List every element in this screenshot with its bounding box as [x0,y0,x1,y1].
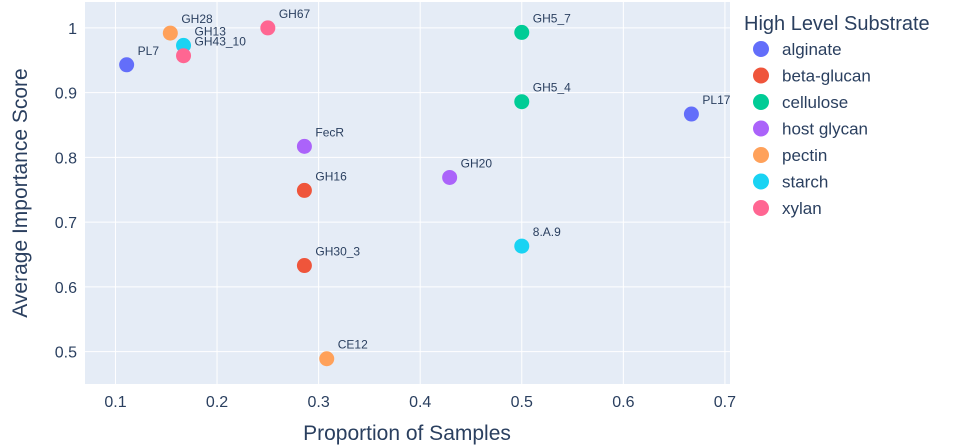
data-point [296,258,312,274]
point-label: GH20 [461,156,493,170]
y-tick-label: 0.7 [55,215,77,232]
legend-marker [753,120,769,137]
legend-marker [753,94,769,110]
point-label: GH5_4 [533,81,571,95]
legend-item-label: alginate [782,40,842,59]
x-tick-label: 0.5 [511,394,533,411]
point-label: 8.A.9 [533,225,561,239]
y-tick-label: 0.5 [55,345,77,362]
y-tick-label: 0.6 [55,280,77,297]
legend-item-label: beta-glucan [782,67,871,86]
data-point [176,48,192,64]
y-tick-label: 0.8 [55,150,77,167]
legend: High Level Substrate alginate beta-glucan… [744,13,930,218]
point-label: GH13 [195,24,227,38]
x-axis-title: Proportion of Samples [303,422,511,445]
x-tick-label: 0.7 [714,394,736,411]
data-point [514,238,530,254]
x-tick-label: 0.4 [409,394,431,411]
point-label: GH16 [315,169,347,183]
legend-marker [753,173,769,190]
point-label: PL7 [138,44,160,58]
legend-title: High Level Substrate [744,13,930,35]
x-tick-label: 0.6 [612,394,634,411]
legend-item-label: pectin [782,146,827,165]
point-labels: PL7 PL17 GH16 GH30_3 GH5_7 GH5_4 FecR GH20 GH28 C… [138,7,731,352]
y-axis-title: Average Importance Score [9,68,32,317]
point-label: GH43_10 [195,35,247,49]
x-tick-label: 0.2 [206,394,228,411]
data-point [514,94,530,110]
data-point [319,351,335,367]
point-label: PL17 [702,93,730,107]
data-point [296,138,312,154]
legend-marker [753,200,769,216]
legend-item-label: starch [782,173,828,192]
point-label: FecR [315,125,344,139]
legend-item-label: xylan [782,199,822,218]
x-tick-label: 0.3 [307,394,329,411]
legend-marker [753,67,769,84]
legend-item-label: cellulose [782,93,848,112]
tick-labels: 0.1 0.2 0.3 0.4 0.5 0.6 0.7 0.5 0.6 0.7 0.8 0.9 1 [55,21,736,411]
data-point [442,169,458,185]
point-label: CE12 [338,338,368,352]
legend-marker [753,147,769,163]
data-point [296,182,312,198]
data-point [260,20,276,36]
point-label: GH28 [181,12,213,26]
data-points [119,20,699,367]
point-label: GH30_3 [315,245,360,259]
data-point [514,24,530,40]
data-point [176,37,192,53]
grid-lines [85,2,730,384]
legend-item-label: host glycan [782,120,868,139]
data-point [162,25,178,41]
point-label: GH5_7 [533,11,571,25]
data-point [119,57,135,73]
y-tick-label: 1 [68,21,77,38]
y-tick-label: 0.9 [55,86,77,103]
point-label: GH67 [279,7,311,21]
x-tick-label: 0.1 [104,394,126,411]
plot-background [85,2,730,384]
data-point [683,106,699,122]
legend-marker [753,41,769,57]
